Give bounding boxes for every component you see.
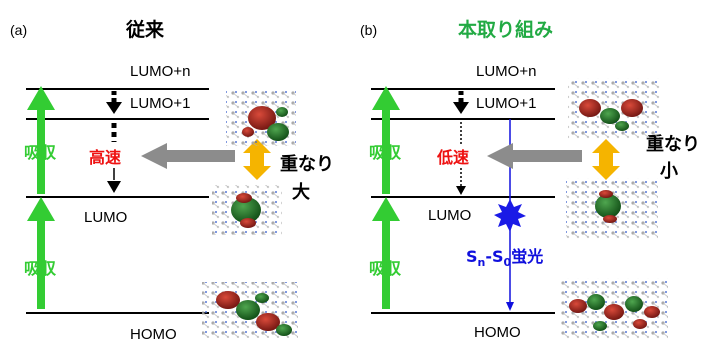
absorption-arrow-lower <box>27 197 55 309</box>
fluorescence-suffix: 蛍光 <box>511 247 543 266</box>
overlap-label-a-line1: 重なり <box>280 153 334 175</box>
fluorescence-dash: - <box>485 247 492 266</box>
panel-a-title: 従来 <box>125 18 164 41</box>
level-homo-label-b: HOMO <box>474 324 521 341</box>
orbital-image-lumo-a <box>212 185 282 235</box>
fluorescence-zero-sub: 0 <box>504 256 512 269</box>
level-lumo-n-label-b: LUMO+n <box>476 63 536 80</box>
fluorescence-s0: S <box>492 247 504 266</box>
absorption-label-lower: 吸収 <box>24 259 57 278</box>
absorption-label-upper: 吸収 <box>24 143 57 162</box>
fluorescence-label: Sn-S0蛍光 <box>466 247 543 269</box>
orbital-image-lumo1-a <box>226 90 296 146</box>
relaxation-arrow-upper <box>106 91 122 114</box>
orbital-image-lumo-b <box>566 178 658 240</box>
fluorescence-n-sub: n <box>478 256 486 269</box>
panel-b-letter: (b) <box>360 22 377 38</box>
fluorescence-s: S <box>466 247 478 266</box>
level-lumo-1-label-b: LUMO+1 <box>476 95 536 112</box>
emission-starburst <box>494 199 526 232</box>
overlap-double-arrow-b <box>592 139 620 180</box>
rate-label-slow: 低速 <box>436 148 469 167</box>
level-lumo-label: LUMO <box>84 209 127 226</box>
absorption-label-lower-b: 吸収 <box>369 259 402 278</box>
level-lumo-label-b: LUMO <box>428 207 471 224</box>
orbital-image-homo-b <box>560 278 668 340</box>
panel-a-letter: (a) <box>10 22 27 38</box>
overlap-double-arrow-a <box>243 139 271 180</box>
absorption-arrow-lower-b <box>372 197 400 309</box>
overlap-label-a-line2: 大 <box>292 181 310 203</box>
panel-a: (a) 従来 LUMO+n LUMO+1 LUMO HOMO 吸収 吸収 <box>10 18 334 343</box>
absorption-arrow-upper <box>27 86 55 194</box>
relaxation-arrow-lower-b <box>456 122 466 195</box>
svg-text:Sn-S0蛍光: Sn-S0蛍光 <box>466 247 543 269</box>
orbital-image-homo-a <box>202 282 298 338</box>
relaxation-arrow-upper-b <box>453 91 469 114</box>
level-homo-label: HOMO <box>130 326 177 343</box>
orbital-image-lumo1-b <box>568 78 660 140</box>
grey-arrow-a <box>141 143 235 169</box>
absorption-arrow-upper-b <box>372 86 400 194</box>
absorption-label-upper-b: 吸収 <box>369 143 402 162</box>
panel-b-title: 本取り組み <box>458 18 553 41</box>
level-lumo-1-label: LUMO+1 <box>130 95 190 112</box>
level-lumo-n-label: LUMO+n <box>130 63 190 80</box>
grey-arrow-b <box>487 143 582 169</box>
panel-b: (b) 本取り組み LUMO+n LUMO+1 LUMO HOMO 吸収 吸収 <box>360 18 700 341</box>
relaxation-arrow-lower <box>107 123 121 193</box>
overlap-label-b-line2: 小 <box>660 161 678 182</box>
rate-label-fast: 高速 <box>89 148 121 167</box>
